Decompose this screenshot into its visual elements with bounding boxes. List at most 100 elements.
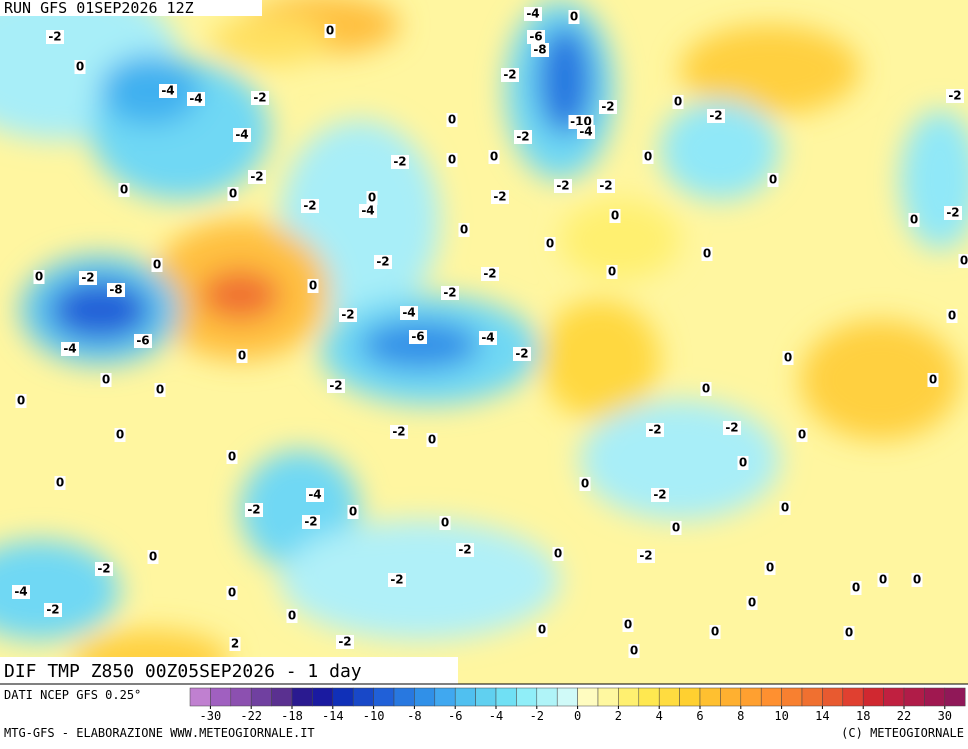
contour-label: -2 — [709, 109, 722, 123]
contour-label: 0 — [852, 581, 860, 595]
contour-label: 0 — [748, 596, 756, 610]
contour-label: 0 — [611, 209, 619, 223]
colorbar-swatch — [802, 688, 822, 706]
contour-label: 0 — [490, 150, 498, 164]
colorbar-swatch — [414, 688, 434, 706]
colorbar-swatch — [394, 688, 414, 706]
colorbar-tick-label: 14 — [815, 709, 829, 723]
contour-label: -2 — [253, 91, 266, 105]
contour-label: -2 — [946, 206, 959, 220]
colorbar-tick-label: 22 — [897, 709, 911, 723]
colorbar-tick-label: -10 — [363, 709, 385, 723]
colorbar-tick-label: -4 — [489, 709, 503, 723]
colorbar-swatch — [557, 688, 577, 706]
contour-label: -2 — [303, 199, 316, 213]
colorbar-swatch — [353, 688, 373, 706]
contour-label: 2 — [231, 637, 239, 651]
contour-label: 0 — [349, 505, 357, 519]
colorbar-tick-label: 0 — [574, 709, 581, 723]
contour-label: -2 — [948, 89, 961, 103]
contour-label: 0 — [538, 623, 546, 637]
contour-label: -4 — [526, 7, 539, 21]
colorbar-tick-label: -14 — [322, 709, 344, 723]
contour-label: 0 — [674, 95, 682, 109]
contour-label: 0 — [879, 573, 887, 587]
contour-label: -2 — [639, 549, 652, 563]
contour-label: 0 — [17, 394, 25, 408]
contour-label: 0 — [116, 428, 124, 442]
contour-label: 0 — [156, 383, 164, 397]
contour-label: 0 — [784, 351, 792, 365]
contour-label: -2 — [515, 347, 528, 361]
contour-label: 0 — [769, 173, 777, 187]
colorbar-swatch — [292, 688, 312, 706]
contour-label: -2 — [516, 130, 529, 144]
contour-label: -2 — [329, 379, 342, 393]
contour-label: 0 — [229, 187, 237, 201]
contour-label: 0 — [798, 428, 806, 442]
colorbar-swatch — [741, 688, 761, 706]
colorbar-swatch — [700, 688, 720, 706]
contour-label: -2 — [48, 30, 61, 44]
colorbar-swatch — [435, 688, 455, 706]
run-label: RUN GFS 01SEP2026 12Z — [4, 0, 194, 17]
colorbar-tick-label: 18 — [856, 709, 870, 723]
contour-label: 0 — [624, 618, 632, 632]
contour-label: 0 — [228, 586, 236, 600]
colorbar-swatch — [863, 688, 883, 706]
contour-label: 0 — [644, 150, 652, 164]
contour-label: -2 — [392, 425, 405, 439]
colorbar-swatch — [843, 688, 863, 706]
colorbar-tick-label: -6 — [448, 709, 462, 723]
map-title: DIF TMP Z850 00Z05SEP2026 - 1 day — [4, 661, 362, 682]
colorbar-tick-label: -22 — [240, 709, 262, 723]
colorbar-swatch — [945, 688, 965, 706]
colorbar-swatch — [516, 688, 536, 706]
colorbar-tick-label: 2 — [615, 709, 622, 723]
contour-label: -2 — [483, 267, 496, 281]
contour-label: 0 — [238, 349, 246, 363]
contour-label: -2 — [556, 179, 569, 193]
contour-label: -2 — [250, 170, 263, 184]
contour-label: 0 — [608, 265, 616, 279]
colorbar-swatch — [374, 688, 394, 706]
contour-label: 0 — [910, 213, 918, 227]
contour-label: 0 — [781, 501, 789, 515]
contour-label: 0 — [960, 254, 968, 268]
contour-label: -2 — [46, 603, 59, 617]
contour-label: -4 — [579, 125, 592, 139]
contour-label: 0 — [581, 477, 589, 491]
contour-label: -2 — [458, 543, 471, 557]
contour-label: 0 — [570, 10, 578, 24]
contour-label: -2 — [341, 308, 354, 322]
contour-label: -4 — [402, 306, 415, 320]
contour-label: -6 — [411, 330, 424, 344]
colorbar-swatch — [210, 688, 230, 706]
contour-label: -4 — [189, 92, 202, 106]
contour-label: -6 — [136, 334, 149, 348]
contour-label: 0 — [35, 270, 43, 284]
colorbar-tick-label: -2 — [530, 709, 544, 723]
colorbar-swatch — [231, 688, 251, 706]
contour-label: -4 — [161, 84, 174, 98]
contour-label: 0 — [554, 547, 562, 561]
colorbar-swatch — [639, 688, 659, 706]
colorbar-swatch — [822, 688, 842, 706]
contour-label: 0 — [672, 521, 680, 535]
colorbar-swatch — [312, 688, 332, 706]
contour-label: 0 — [428, 433, 436, 447]
colorbar-swatch — [659, 688, 679, 706]
colorbar-swatch — [496, 688, 516, 706]
contour-label: -2 — [393, 155, 406, 169]
contour-label: -2 — [97, 562, 110, 576]
contour-label: -8 — [109, 283, 122, 297]
colorbar-swatch — [272, 688, 292, 706]
colorbar-swatch — [680, 688, 700, 706]
contour-label: -2 — [493, 190, 506, 204]
contour-label: 0 — [913, 573, 921, 587]
contour-label: 0 — [546, 237, 554, 251]
contour-label: 0 — [703, 247, 711, 261]
contour-label: -4 — [63, 342, 76, 356]
